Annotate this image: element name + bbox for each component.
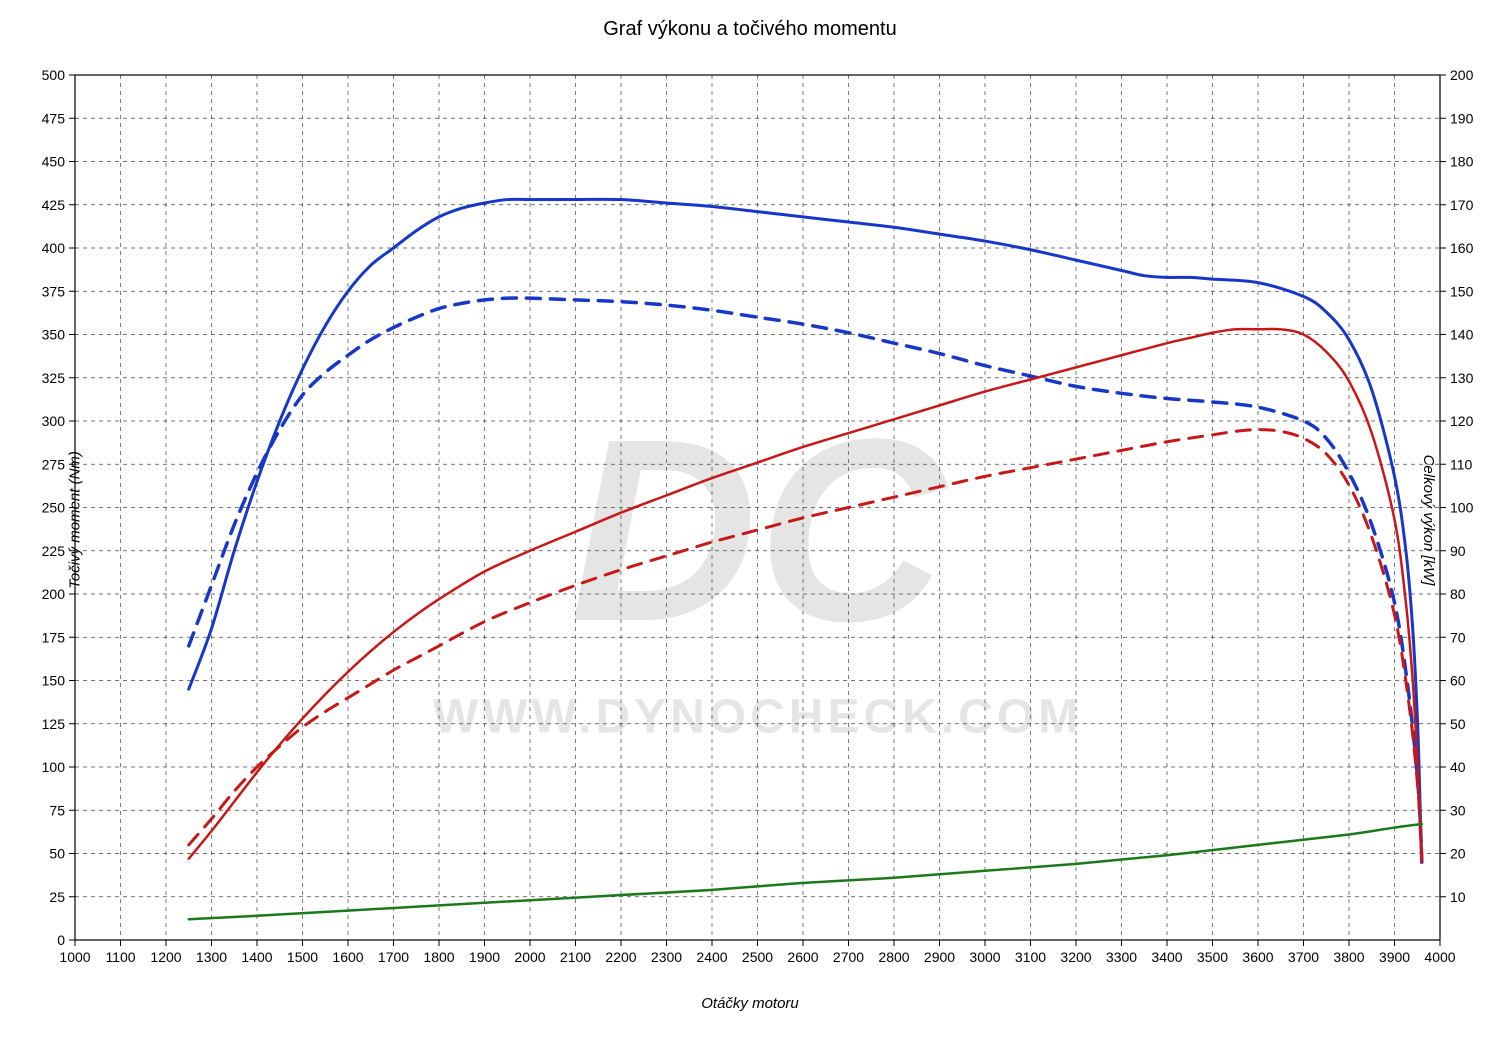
svg-text:40: 40 [1450, 759, 1466, 775]
svg-text:3700: 3700 [1288, 949, 1319, 965]
svg-text:3500: 3500 [1197, 949, 1228, 965]
svg-text:350: 350 [42, 327, 66, 343]
svg-text:275: 275 [42, 456, 66, 472]
svg-text:4000: 4000 [1424, 949, 1455, 965]
svg-text:3600: 3600 [1242, 949, 1273, 965]
svg-text:30: 30 [1450, 802, 1466, 818]
svg-text:130: 130 [1450, 370, 1474, 386]
svg-text:500: 500 [42, 67, 66, 83]
svg-text:2700: 2700 [833, 949, 864, 965]
svg-text:80: 80 [1450, 586, 1466, 602]
svg-text:175: 175 [42, 629, 66, 645]
svg-text:2600: 2600 [787, 949, 818, 965]
svg-text:150: 150 [1450, 283, 1474, 299]
svg-text:25: 25 [49, 889, 65, 905]
svg-text:3000: 3000 [969, 949, 1000, 965]
svg-text:150: 150 [42, 673, 66, 689]
svg-text:0: 0 [57, 932, 65, 948]
svg-text:2400: 2400 [696, 949, 727, 965]
svg-text:180: 180 [1450, 154, 1474, 170]
svg-text:1500: 1500 [287, 949, 318, 965]
svg-text:2000: 2000 [514, 949, 545, 965]
svg-text:2300: 2300 [651, 949, 682, 965]
svg-text:70: 70 [1450, 629, 1466, 645]
svg-text:1100: 1100 [105, 949, 135, 965]
chart-container: { "chart": { "type": "line", "title": "G… [0, 0, 1500, 1040]
svg-text:160: 160 [1450, 240, 1474, 256]
svg-text:200: 200 [42, 586, 66, 602]
svg-text:100: 100 [1450, 500, 1474, 516]
svg-text:2100: 2100 [560, 949, 591, 965]
svg-text:325: 325 [42, 370, 66, 386]
svg-text:3200: 3200 [1060, 949, 1091, 965]
svg-text:170: 170 [1450, 197, 1474, 213]
svg-text:1200: 1200 [150, 949, 181, 965]
svg-text:1700: 1700 [378, 949, 409, 965]
svg-text:20: 20 [1450, 846, 1466, 862]
svg-text:375: 375 [42, 283, 66, 299]
svg-text:3100: 3100 [1015, 949, 1046, 965]
svg-text:110: 110 [1450, 456, 1473, 472]
svg-text:75: 75 [49, 802, 65, 818]
svg-text:DC: DC [570, 386, 949, 676]
svg-text:2900: 2900 [924, 949, 955, 965]
svg-text:475: 475 [42, 110, 66, 126]
svg-text:225: 225 [42, 543, 66, 559]
svg-text:50: 50 [1450, 716, 1466, 732]
svg-text:190: 190 [1450, 110, 1474, 126]
svg-text:1400: 1400 [241, 949, 272, 965]
svg-text:90: 90 [1450, 543, 1466, 559]
svg-text:60: 60 [1450, 673, 1466, 689]
svg-text:200: 200 [1450, 67, 1474, 83]
svg-text:1800: 1800 [423, 949, 454, 965]
svg-text:1300: 1300 [196, 949, 227, 965]
svg-text:250: 250 [42, 500, 66, 516]
svg-text:300: 300 [42, 413, 66, 429]
svg-text:100: 100 [42, 759, 66, 775]
series-losses [189, 824, 1422, 919]
svg-text:120: 120 [1450, 413, 1474, 429]
svg-text:3900: 3900 [1379, 949, 1410, 965]
svg-text:50: 50 [49, 846, 65, 862]
svg-text:2500: 2500 [742, 949, 773, 965]
svg-text:10: 10 [1450, 889, 1466, 905]
svg-text:1900: 1900 [469, 949, 500, 965]
svg-text:1600: 1600 [332, 949, 363, 965]
svg-text:140: 140 [1450, 327, 1474, 343]
svg-text:2200: 2200 [605, 949, 636, 965]
svg-text:3400: 3400 [1151, 949, 1182, 965]
svg-text:425: 425 [42, 197, 66, 213]
svg-text:3800: 3800 [1333, 949, 1364, 965]
svg-text:1000: 1000 [59, 949, 90, 965]
svg-text:450: 450 [42, 154, 66, 170]
svg-text:400: 400 [42, 240, 66, 256]
svg-text:2800: 2800 [878, 949, 909, 965]
chart-svg: DCWWW.DYNOCHECK.COM025507510012515017520… [0, 0, 1500, 1040]
svg-text:3300: 3300 [1106, 949, 1137, 965]
svg-text:125: 125 [42, 716, 66, 732]
